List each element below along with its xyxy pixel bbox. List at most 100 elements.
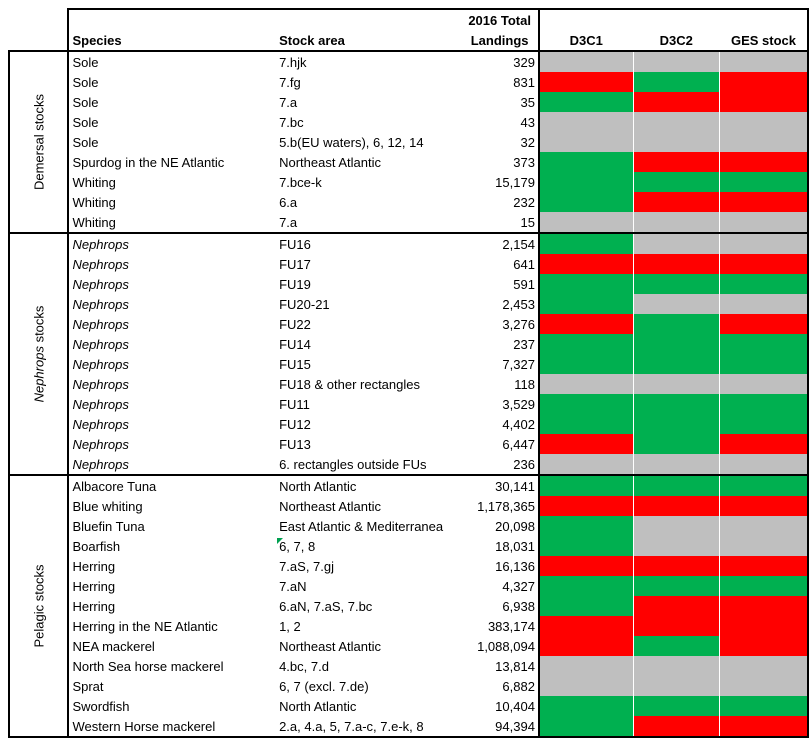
- table-row: Nephrops FU14 237: [9, 334, 809, 354]
- d3c2-status-cell: [633, 616, 721, 636]
- species-cell: Whiting: [67, 192, 277, 212]
- ges-status-cell: [719, 233, 809, 254]
- d3c1-status-cell: [538, 51, 634, 72]
- species-cell: Albacore Tuna: [67, 475, 277, 496]
- table-row: Nephrops FU22 3,276: [9, 314, 809, 334]
- table-row: Nephrops FU13 6,447: [9, 434, 809, 454]
- d3c1-status-cell: [538, 72, 634, 92]
- landings-cell: 383,174: [461, 616, 540, 636]
- species-cell: Nephrops: [67, 414, 277, 434]
- ges-status-cell: [719, 596, 809, 616]
- table-row: Sole 7.bc 43: [9, 112, 809, 132]
- stock-area-cell: FU16: [279, 237, 311, 252]
- table-row: Demersal stocks Sole 7.hjk 329: [7, 51, 809, 234]
- stock-area-cell: FU13: [279, 437, 311, 452]
- d3c2-status-cell: [633, 556, 721, 576]
- table-row: Nephrops FU17 641: [9, 254, 809, 274]
- ges-status-cell: [719, 516, 809, 536]
- d3c2-status-cell: [633, 132, 721, 152]
- d3c2-status-cell: [633, 716, 721, 738]
- landings-cell: 6,938: [461, 596, 540, 616]
- landings-cell: 94,394: [461, 716, 540, 738]
- species-cell: Nephrops: [67, 233, 277, 254]
- landings-cell: 30,141: [461, 475, 540, 496]
- stock-area-cell: 7.bc: [279, 115, 304, 130]
- d3c1-status-cell: [538, 536, 634, 556]
- d3c2-status-cell: [633, 676, 721, 696]
- stock-area-cell: 7.fg: [279, 75, 301, 90]
- stock-area-cell: Northeast Atlantic: [279, 499, 381, 514]
- ges-status-cell: [719, 556, 809, 576]
- ges-status-cell: [719, 374, 809, 394]
- d3c2-status-cell: [633, 254, 721, 274]
- stock-area-cell: FU22: [279, 317, 311, 332]
- d3c2-status-cell: [633, 152, 721, 172]
- table-row: Spurdog in the NE Atlantic Northeast Atla…: [9, 152, 809, 172]
- d3c1-status-cell: [538, 696, 634, 716]
- d3c1-status-cell: [538, 716, 634, 738]
- d3c2-status-cell: [633, 496, 721, 516]
- table-body: Demersal stocks Sole 7.hjk 329 Sole 7.fg 831 So…: [7, 51, 809, 738]
- group-label-rest: stocks: [31, 305, 47, 347]
- d3c1-status-cell: [538, 314, 634, 334]
- ges-status-cell: [719, 496, 809, 516]
- d3c2-status-cell: [633, 536, 721, 556]
- ges-status-cell: [719, 676, 809, 696]
- landings-cell: 1,178,365: [461, 496, 540, 516]
- d3c1-status-cell: [538, 394, 634, 414]
- d3c1-status-cell: [538, 556, 634, 576]
- species-cell: Sole: [67, 92, 277, 112]
- d3c1-status-cell: [538, 254, 634, 274]
- species-cell: Sole: [67, 112, 277, 132]
- table-row: Sole 5.b(EU waters), 6, 12, 14 32: [9, 132, 809, 152]
- ges-status-cell: [719, 334, 809, 354]
- species-cell: Herring: [67, 596, 277, 616]
- d3c2-status-cell: [633, 696, 721, 716]
- table-row: Herring in the NE Atlantic 1, 2 383,174: [9, 616, 809, 636]
- d3c1-status-cell: [538, 212, 634, 234]
- d3c2-status-cell: [633, 576, 721, 596]
- ges-status-cell: [719, 152, 809, 172]
- d3c2-status-cell: [633, 112, 721, 132]
- ges-status-cell: [719, 72, 809, 92]
- species-cell: NEA mackerel: [67, 636, 277, 656]
- stock-area-cell: 7.a: [279, 95, 298, 110]
- ges-status-cell: [719, 414, 809, 434]
- d3c2-status-cell: [633, 454, 721, 476]
- landings-cell: 329: [461, 51, 540, 72]
- d3c1-status-cell: [538, 152, 634, 172]
- species-cell: Nephrops: [67, 314, 277, 334]
- stock-area-cell: FU17: [279, 257, 311, 272]
- stock-area-cell: FU18 & other rectangles: [279, 377, 420, 392]
- stock-area-cell: FU19: [279, 277, 311, 292]
- stock-area-cell: 6. rectangles outside FUs: [276, 454, 462, 476]
- stock-area-cell: North Atlantic: [279, 699, 357, 714]
- species-cell: Herring: [67, 556, 277, 576]
- landings-cell: 15: [461, 212, 540, 234]
- table-row: Herring 6.aN, 7.aS, 7.bc 6,938: [9, 596, 809, 616]
- ges-status-cell: [719, 696, 809, 716]
- d3c1-status-cell: [538, 414, 634, 434]
- d3c2-status-cell: [633, 212, 721, 234]
- landings-cell: 6,447: [461, 434, 540, 454]
- d3c2-status-cell: [633, 374, 721, 394]
- landings-cell: 13,814: [461, 656, 540, 676]
- table-row: Sole 7.fg 831: [9, 72, 809, 92]
- d3c2-status-cell: [633, 51, 721, 72]
- stock-area-cell: Northeast Atlantic: [279, 639, 381, 654]
- header-row-2: Species Stock area Landings D3C1 D3C2 GE…: [9, 30, 809, 52]
- table-row: Whiting 7.a 15: [9, 212, 809, 234]
- species-cell: Bluefin Tuna: [67, 516, 277, 536]
- d3c2-status-cell: [633, 414, 721, 434]
- d3c1-status-cell: [538, 596, 634, 616]
- landings-cell: 15,179: [461, 172, 540, 192]
- stock-area-cell: East Atlantic & Mediterranea: [279, 519, 444, 534]
- table-row: Whiting 6.a 232: [9, 192, 809, 212]
- d3c1-status-cell: [538, 616, 634, 636]
- landings-cell: 32: [461, 132, 540, 152]
- table-row: Herring 7.aN 4,327: [9, 576, 809, 596]
- d3c1-status-cell: [538, 192, 634, 212]
- table-row: Nephrops FU15 7,327: [9, 354, 809, 374]
- table-row: Nephrops 6. rectangles outside FUs 236: [9, 454, 809, 476]
- species-cell: Nephrops: [67, 394, 277, 414]
